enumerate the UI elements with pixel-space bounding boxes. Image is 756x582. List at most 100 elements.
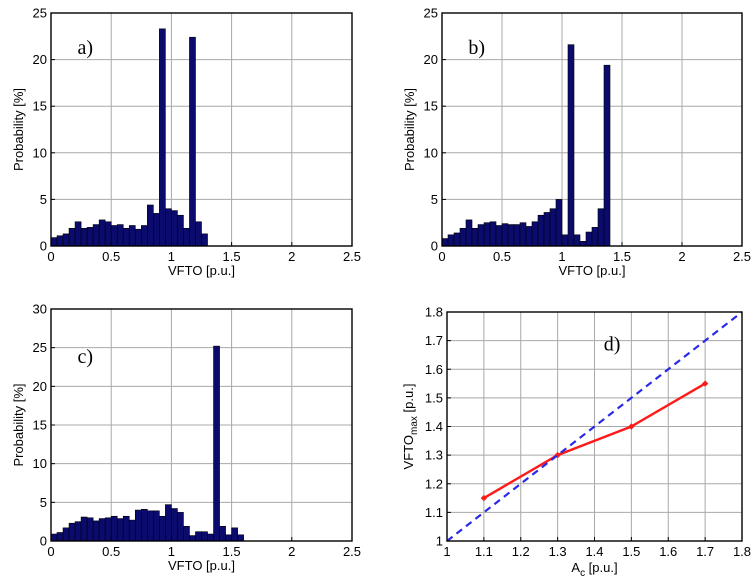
x-axis-label: VFTO [p.u.] — [168, 558, 235, 573]
histogram-bar — [128, 225, 136, 247]
histogram-bar — [537, 214, 545, 247]
histogram-bar — [116, 518, 124, 542]
histogram-bar — [495, 225, 503, 247]
histogram-bar — [165, 504, 172, 542]
x-tick-label: 1.5 — [223, 544, 241, 559]
histogram-bar — [591, 227, 599, 247]
histogram-bar — [74, 521, 82, 542]
histogram-bar — [201, 531, 208, 542]
histogram-bar — [525, 226, 533, 247]
x-tick-label: 2.5 — [733, 249, 751, 264]
histogram-bar — [465, 219, 473, 247]
x-tick-label: 1.1 — [475, 544, 493, 559]
histogram-bar — [104, 517, 112, 542]
histogram-bar — [459, 227, 467, 247]
panel-a: 0 0.5 1 1.5 2 2.5 0 5 10 15 20 25 a) VFTO [p.u.] Proba… — [11, 6, 361, 279]
histogram-bar — [177, 214, 184, 247]
x-tick-label: 2.5 — [343, 249, 361, 264]
histogram-bar — [92, 224, 100, 247]
y-tick-label: 20 — [33, 52, 47, 67]
series-marker — [628, 423, 635, 430]
histogram-bar — [98, 219, 106, 247]
y-tick-label: 5 — [40, 192, 47, 207]
histogram-bar — [507, 224, 515, 247]
histogram-bar — [567, 44, 575, 247]
histogram-bar — [501, 223, 509, 247]
y-tick-label: 1.1 — [425, 505, 443, 520]
x-tick-label: 1.4 — [585, 544, 603, 559]
histogram-bar — [50, 533, 58, 542]
histogram-bar — [110, 515, 118, 542]
histogram-bar — [513, 224, 521, 247]
histogram-bar — [141, 225, 148, 247]
y-tick-label: 15 — [33, 99, 47, 114]
histogram-bar — [50, 237, 58, 247]
panel-label: b) — [468, 37, 485, 59]
histogram-bar — [104, 221, 112, 247]
y-tick-label: 15 — [424, 99, 438, 114]
series-marker — [701, 380, 709, 387]
histogram-bar — [141, 508, 148, 542]
histogram-bar — [441, 238, 449, 247]
panel-c: 0 0.5 1 1.5 2 2.5 0 5 10 15 20 25 30 c) VFTO [p.u.] Pro… — [11, 302, 361, 574]
y-tick-label: 5 — [431, 192, 438, 207]
y-tick-label: 15 — [33, 418, 47, 433]
histogram-bar — [201, 233, 208, 247]
histogram-bar — [92, 520, 100, 542]
y-tick-label: 1.2 — [425, 476, 443, 491]
histogram-bar — [110, 225, 118, 247]
series-line-solid — [483, 382, 706, 500]
histogram-bar — [225, 534, 232, 542]
x-tick-label: 0 — [47, 249, 54, 264]
y-tick-label: 1.4 — [425, 419, 443, 434]
histogram-bar — [585, 231, 593, 247]
y-tick-label: 1.6 — [425, 362, 443, 377]
x-tick-label: 1.2 — [512, 544, 530, 559]
x-tick-label: 1.5 — [613, 249, 631, 264]
histogram-bar — [56, 532, 64, 542]
y-axis-label: Probability [%] — [11, 88, 26, 171]
panel-label: a) — [77, 37, 93, 59]
reference-line-dashed — [446, 311, 743, 542]
histogram-bar — [80, 227, 88, 247]
histogram-bar — [165, 208, 172, 247]
x-tick-label: 1.8 — [733, 544, 751, 559]
histogram-bar — [477, 224, 485, 247]
histogram-bar — [453, 232, 461, 247]
panel-d: 1 1.1 1.2 1.3 1.4 1.5 1.6 1.7 1.8 1 1.1 1.2 1.3 1.4 1.… — [401, 305, 751, 580]
histogram-bar — [128, 519, 136, 542]
histogram-bar — [543, 212, 551, 247]
histogram-bar — [68, 227, 76, 247]
y-tick-label: 0 — [431, 239, 438, 254]
x-tick-label: 1 — [558, 249, 565, 264]
plot-frame — [441, 12, 743, 247]
histogram-bar — [183, 227, 190, 247]
x-tick-label: 1.5 — [622, 544, 640, 559]
histogram-bar — [98, 518, 106, 542]
histogram-bar — [171, 508, 178, 542]
y-tick-label: 1.8 — [425, 305, 443, 320]
histogram-bar — [561, 234, 569, 247]
histogram-bar — [147, 510, 154, 542]
x-tick-label: 2 — [678, 249, 685, 264]
x-tick-label: 1 — [168, 544, 175, 559]
histogram-bar — [573, 234, 581, 247]
histogram-bar — [183, 526, 190, 542]
histogram-bar — [86, 227, 94, 247]
x-axis-label: VFTO [p.u.] — [168, 263, 235, 278]
histogram-bar — [189, 535, 196, 542]
y-tick-label: 5 — [40, 495, 47, 510]
histogram-bar — [549, 208, 557, 247]
histogram-bar — [116, 224, 124, 247]
x-tick-label: 1.3 — [549, 544, 567, 559]
histogram-bar — [134, 509, 142, 542]
histogram-bar — [159, 515, 166, 542]
histogram-bar — [134, 228, 142, 247]
plot-frame — [50, 12, 353, 247]
y-tick-label: 0 — [40, 534, 47, 549]
x-tick-label: 1.7 — [696, 544, 714, 559]
histogram-bar — [153, 213, 160, 247]
histogram-bar — [147, 204, 154, 247]
y-axis-label: Probability [%] — [11, 383, 26, 466]
